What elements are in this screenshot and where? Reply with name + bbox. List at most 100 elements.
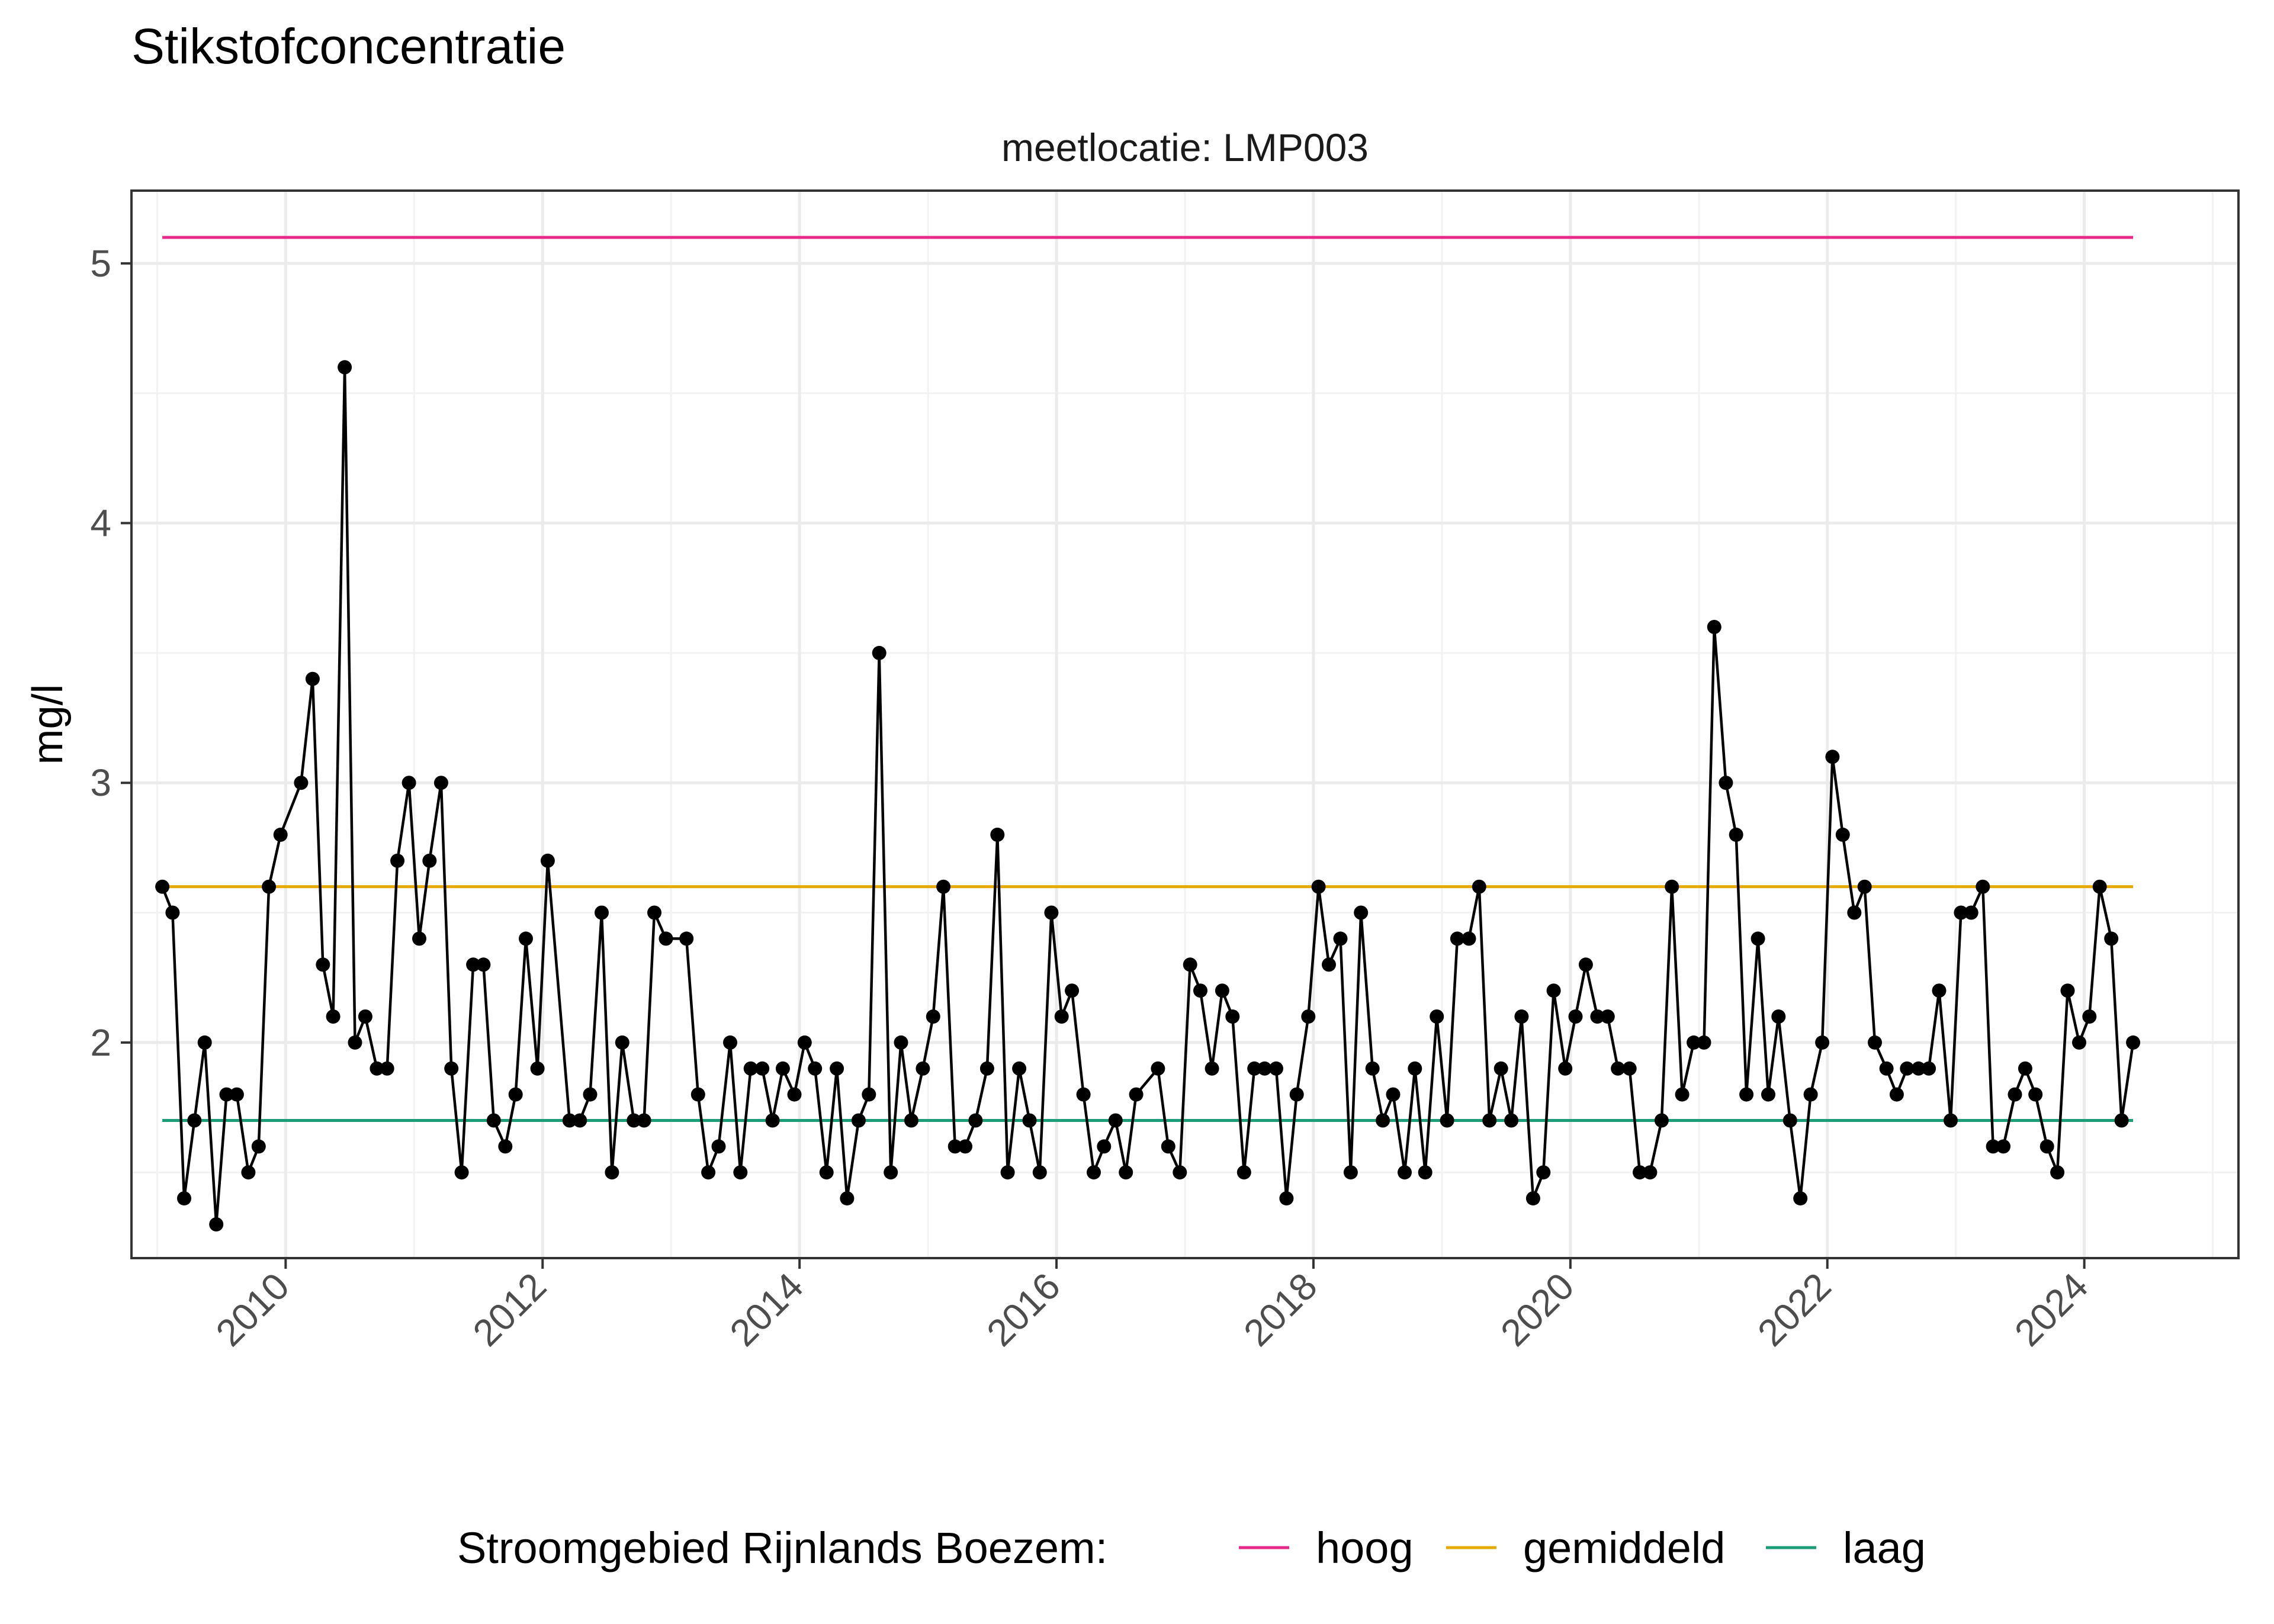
data-point [1900, 1061, 1915, 1076]
data-point [380, 1061, 394, 1076]
data-point [1022, 1113, 1037, 1128]
data-point [294, 776, 309, 790]
data-point [1205, 1061, 1219, 1076]
facet-strip: meetlocatie: LMP003 [1001, 126, 1369, 169]
data-point [958, 1139, 972, 1154]
data-point [615, 1035, 629, 1050]
data-point [1793, 1191, 1808, 1206]
y-tick-label: 4 [90, 502, 111, 545]
data-point [830, 1061, 844, 1076]
data-point [1536, 1165, 1551, 1180]
data-series [155, 360, 2141, 1231]
data-point [444, 1061, 459, 1076]
data-point [1707, 620, 1721, 634]
data-point [390, 853, 405, 868]
data-point [755, 1061, 770, 1076]
data-point [1386, 1087, 1401, 1102]
data-point [1151, 1061, 1165, 1076]
data-point [1879, 1061, 1894, 1076]
data-point [1633, 1165, 1647, 1180]
data-point [1087, 1165, 1101, 1180]
data-point [2114, 1113, 2129, 1128]
data-point [1600, 1009, 1615, 1024]
data-point [454, 1165, 469, 1180]
data-point [979, 1061, 994, 1076]
data-point [1236, 1165, 1251, 1180]
legend-label-laag: laag [1843, 1523, 1926, 1572]
data-point [273, 827, 288, 842]
data-point [1803, 1087, 1818, 1102]
data-point [1418, 1165, 1433, 1180]
page-title: Stikstofconcentratie [131, 18, 566, 74]
data-point [338, 360, 352, 375]
data-point [1450, 931, 1464, 946]
data-point [948, 1139, 962, 1154]
data-point [690, 1087, 705, 1102]
data-point [1546, 983, 1561, 998]
data-point [348, 1035, 362, 1050]
data-point [1525, 1191, 1540, 1206]
data-point [486, 1113, 501, 1128]
data-point [1343, 1165, 1358, 1180]
data-point [573, 1113, 587, 1128]
data-point [1964, 905, 1978, 920]
x-tick-label: 2014 [721, 1265, 811, 1355]
legend-label-hoog: hoog [1316, 1523, 1414, 1572]
data-point [711, 1139, 726, 1154]
data-point [229, 1087, 244, 1102]
data-point [305, 671, 320, 686]
data-point [1697, 1035, 1711, 1050]
data-point [402, 776, 416, 790]
data-point [787, 1087, 802, 1102]
data-point [1044, 905, 1059, 920]
data-point [1622, 1061, 1637, 1076]
data-point [155, 879, 170, 894]
data-point [808, 1061, 823, 1076]
data-point [1986, 1139, 2000, 1154]
data-point [1654, 1113, 1669, 1128]
data-point [1119, 1165, 1133, 1180]
data-point [1954, 905, 1968, 920]
data-point [1097, 1139, 1112, 1154]
y-tick-label: 3 [90, 761, 111, 804]
data-point [595, 905, 609, 920]
minor-gridlines [131, 191, 2238, 1258]
data-point [2104, 931, 2119, 946]
data-point [165, 905, 180, 920]
data-point [1590, 1009, 1605, 1024]
data-point [1944, 1113, 1958, 1128]
data-point [1408, 1061, 1422, 1076]
y-tick-label: 5 [90, 242, 111, 285]
data-point [1279, 1191, 1294, 1206]
data-point [743, 1061, 758, 1076]
data-point [1257, 1061, 1272, 1076]
data-point [1996, 1139, 2010, 1154]
data-point [1719, 776, 1733, 790]
data-point [1687, 1035, 1701, 1050]
data-point [840, 1191, 855, 1206]
data-point [197, 1035, 212, 1050]
data-point [765, 1113, 780, 1128]
data-point [775, 1061, 790, 1076]
data-point [990, 827, 1005, 842]
data-point [251, 1139, 266, 1154]
data-point [583, 1087, 598, 1102]
data-point [1076, 1087, 1091, 1102]
data-point [1857, 879, 1872, 894]
data-point [894, 1035, 908, 1050]
y-axis: 2 3 4 5 [90, 242, 131, 1064]
data-point [1558, 1061, 1573, 1076]
data-point [884, 1165, 898, 1180]
data-point [936, 879, 951, 894]
data-point [370, 1061, 384, 1076]
data-point [1782, 1113, 1797, 1128]
data-point [498, 1139, 513, 1154]
data-point [1301, 1009, 1316, 1024]
data-point [1771, 1009, 1786, 1024]
x-tick-label: 2020 [1492, 1265, 1582, 1355]
x-tick-label: 2018 [1235, 1265, 1325, 1355]
data-point [1932, 983, 1947, 998]
data-point [2050, 1165, 2065, 1180]
data-point [1675, 1087, 1690, 1102]
data-point [1430, 1009, 1444, 1024]
